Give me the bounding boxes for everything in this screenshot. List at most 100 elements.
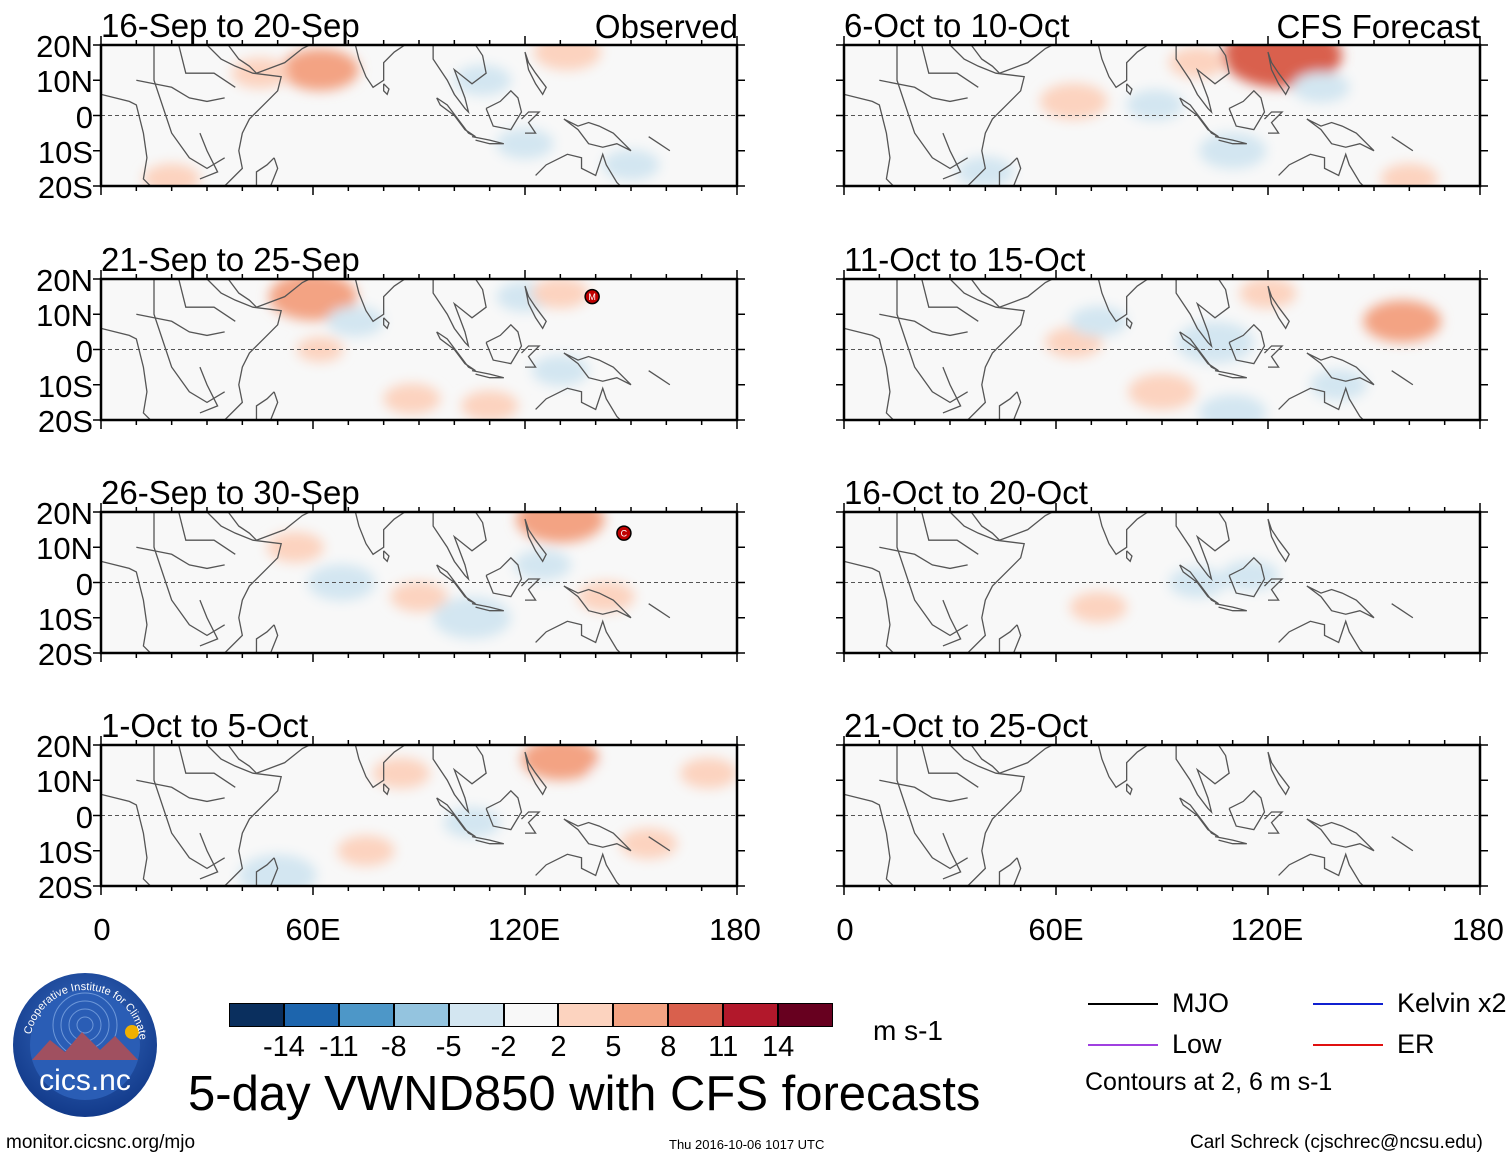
coastline	[648, 136, 671, 152]
anomaly-blob	[383, 383, 441, 415]
anomaly-blob	[1039, 83, 1108, 120]
lon-label-left-0: 0	[93, 912, 111, 947]
coastline	[524, 51, 547, 96]
lon-label-right-120e: 120E	[1230, 912, 1304, 947]
coastline	[1278, 852, 1364, 886]
map-panel	[836, 36, 1488, 195]
coastline	[153, 279, 226, 404]
coastline	[221, 512, 310, 541]
coastline	[1264, 811, 1284, 834]
anomaly-blob	[266, 531, 324, 563]
coastline	[521, 111, 541, 134]
coastline	[1179, 331, 1219, 372]
map-panel: M	[93, 270, 745, 429]
colorbar-tick-label: -14	[262, 1031, 305, 1063]
coastline	[879, 779, 968, 803]
anomaly-blob	[1310, 369, 1368, 401]
colorbar-tick-label: 8	[660, 1031, 677, 1063]
anomaly-blob	[620, 828, 678, 860]
coastline	[1264, 345, 1284, 368]
lon-label-left-120e: 120E	[487, 912, 561, 947]
anomaly-blob	[1350, 824, 1398, 850]
anomaly-blob	[1069, 305, 1127, 337]
coastline	[432, 45, 487, 115]
coastline	[383, 550, 390, 563]
coastline	[1264, 578, 1284, 601]
map-panel	[836, 736, 1488, 895]
coastline	[964, 745, 1053, 774]
coastline	[206, 745, 283, 886]
coastline	[436, 564, 476, 605]
panel-title: 26-Sep to 30-Sep	[101, 474, 360, 511]
coastline	[964, 512, 1053, 541]
coastline	[136, 79, 225, 103]
coastline	[521, 578, 541, 601]
coastline	[1306, 352, 1375, 386]
coastline	[879, 546, 968, 570]
coastline	[153, 745, 226, 870]
coastline	[1126, 317, 1133, 330]
anomaly-blob	[695, 60, 737, 86]
coastline	[648, 603, 671, 619]
coastline	[337, 279, 406, 323]
coastline	[1179, 797, 1219, 838]
author-credit: Carl Schreck (cjschrec@ncsu.edu)	[1190, 1132, 1483, 1153]
lat-label: 0	[75, 566, 93, 602]
coastline	[1228, 789, 1266, 831]
coastline	[199, 832, 219, 880]
coastline	[879, 313, 968, 337]
colorbar-swatch	[338, 1003, 394, 1027]
coastline	[1306, 118, 1375, 152]
coastline	[1278, 619, 1364, 653]
legend-label: MJO	[1172, 988, 1229, 1018]
coastline	[136, 779, 225, 803]
anomaly-blob	[531, 355, 589, 387]
colorbar-swatch	[503, 1003, 559, 1027]
coastline	[535, 152, 621, 186]
anomaly-blob	[516, 512, 605, 543]
coastline	[535, 386, 621, 420]
coastline	[485, 323, 523, 365]
legend-line-er	[1313, 1044, 1383, 1046]
anomaly-blob	[238, 854, 317, 886]
coastline	[1267, 51, 1290, 96]
coastline	[1391, 370, 1414, 386]
coastline	[942, 832, 962, 880]
colorbar-tick-label: 5	[605, 1031, 622, 1063]
logo-text: cics.nc	[39, 1064, 131, 1097]
coastline	[1175, 745, 1230, 815]
lat-label: 20N	[36, 729, 93, 764]
coastline	[998, 391, 1022, 420]
coastline	[255, 391, 279, 420]
coastline	[1080, 279, 1149, 323]
coastline	[535, 619, 621, 653]
coastline	[1264, 111, 1284, 134]
coastline	[1228, 323, 1266, 365]
colorbar-tick-label: 11	[708, 1031, 739, 1063]
anomaly-blob	[1069, 591, 1127, 623]
observed-label: Observed	[594, 8, 738, 45]
coastline	[1126, 783, 1133, 796]
anomaly-blob	[143, 163, 201, 186]
colorbar-tick-label: -2	[490, 1031, 517, 1063]
contours-note: Contours at 2, 6 m s-1	[1085, 1068, 1333, 1096]
coastline	[524, 518, 547, 563]
cfs-forecast-label: CFS Forecast	[1276, 8, 1480, 45]
coastline	[844, 327, 894, 420]
coastline	[1267, 518, 1290, 563]
coastline	[896, 512, 969, 637]
coastline	[1306, 818, 1375, 852]
coastline	[1214, 603, 1247, 612]
coastline	[921, 45, 979, 88]
legend-label: ER	[1397, 1029, 1435, 1059]
coastline	[1228, 556, 1266, 598]
coastline	[1179, 97, 1219, 138]
anomaly-blob	[461, 390, 519, 420]
map-panel	[93, 36, 745, 195]
lat-label: 20S	[37, 870, 93, 905]
coastline	[436, 97, 476, 138]
lat-label: 10N	[36, 764, 93, 800]
coastline	[1228, 89, 1266, 131]
coastline	[178, 745, 236, 788]
anomaly-blob	[1239, 279, 1297, 309]
